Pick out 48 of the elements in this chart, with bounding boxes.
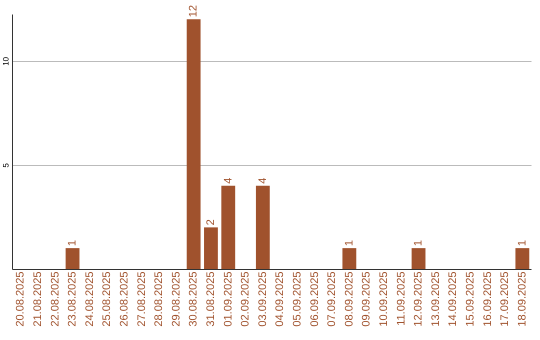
x-tick-label: 27.08.2025 [136, 272, 148, 327]
bar [412, 248, 426, 269]
x-tick-label: 10.09.2025 [378, 272, 390, 327]
data-label: 2 [204, 219, 217, 226]
bar [66, 248, 80, 269]
x-tick-label: 18.09.2025 [516, 272, 528, 327]
bar [186, 19, 201, 269]
x-tick-label: 22.08.2025 [49, 272, 62, 327]
data-label: 1 [66, 240, 79, 246]
x-tick-label: 30.08.2025 [188, 272, 200, 327]
x-tick-label: 04.09.2025 [274, 272, 286, 327]
x-tick-label: 21.08.2025 [32, 272, 44, 327]
x-tick-label: 17.09.2025 [499, 272, 512, 327]
x-tick-label: 29.08.2025 [170, 272, 182, 327]
x-tick-label: 28.08.2025 [153, 272, 166, 327]
x-tick-label: 12.09.2025 [412, 272, 425, 327]
x-tick-label: 24.08.2025 [84, 272, 96, 327]
data-label: 1 [516, 240, 528, 246]
x-tick-label: 15.09.2025 [464, 272, 476, 327]
x-tick-label: 20.08.2025 [14, 272, 27, 327]
bar [515, 248, 530, 269]
x-tick-label: 16.09.2025 [482, 272, 494, 327]
x-tick-label: 07.09.2025 [326, 272, 338, 327]
x-tick-label: 06.09.2025 [308, 272, 321, 327]
bar [204, 227, 218, 269]
x-tick-label: 05.09.2025 [291, 272, 304, 327]
x-tick-label: 13.09.2025 [430, 272, 442, 327]
bar [221, 186, 236, 269]
data-label: 12 [188, 4, 200, 18]
x-tick-label: 25.08.2025 [101, 272, 114, 327]
x-tick-label: 23.08.2025 [66, 272, 79, 327]
x-tick-label: 26.08.2025 [118, 272, 130, 327]
x-tick-label: 14.09.2025 [447, 272, 460, 327]
x-tick-label: 31.08.2025 [204, 272, 217, 327]
x-tick-label: 02.09.2025 [240, 272, 252, 327]
bar [342, 248, 356, 269]
data-label: 4 [222, 178, 234, 184]
x-tick-label: 01.09.2025 [222, 272, 234, 327]
y-tick-label: 10 [2, 56, 10, 66]
x-tick-label: 11.09.2025 [395, 272, 408, 326]
data-label: 1 [343, 240, 356, 246]
y-tick-label: 5 [2, 162, 10, 168]
x-tick-label: 09.09.2025 [360, 272, 373, 327]
x-tick-label: 03.09.2025 [256, 272, 269, 327]
data-label: 1 [412, 240, 425, 246]
x-tick-label: 08.09.2025 [343, 272, 356, 327]
bar [256, 186, 270, 269]
data-label: 4 [256, 178, 269, 184]
